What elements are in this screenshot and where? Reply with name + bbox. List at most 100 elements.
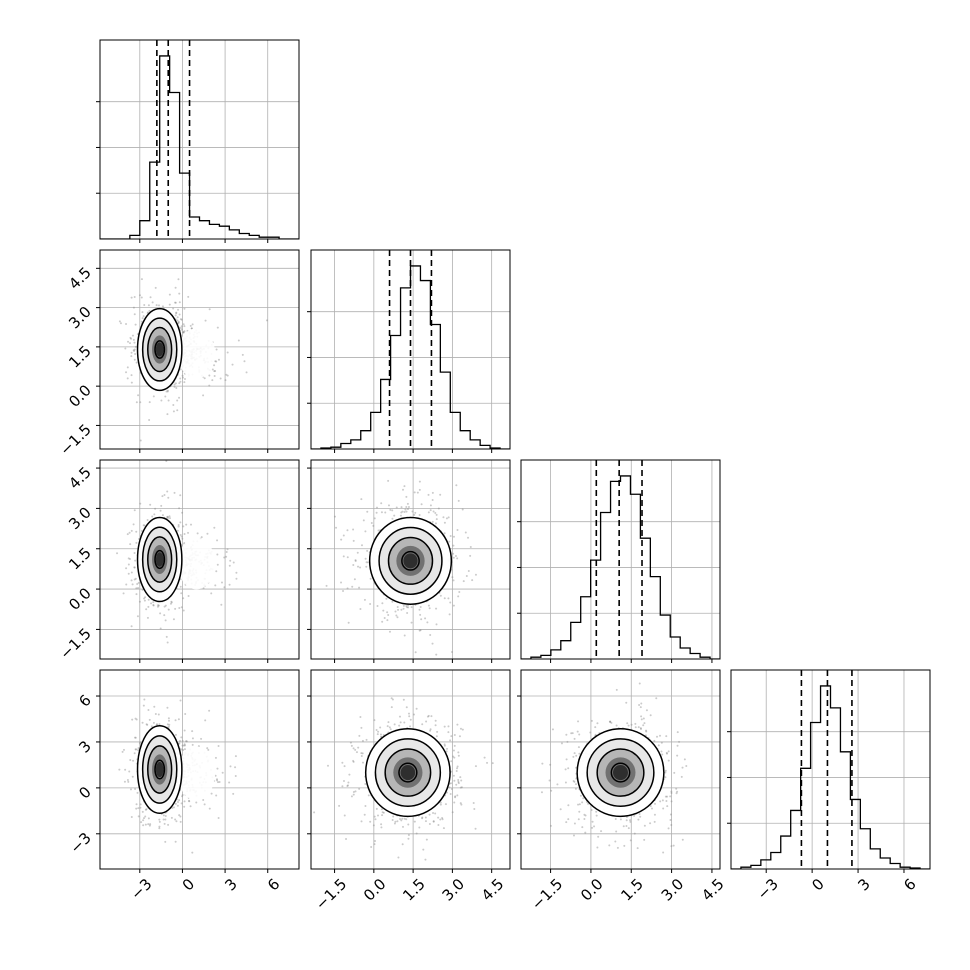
scatter-point <box>182 331 185 334</box>
panel-frame <box>310 249 511 450</box>
scatter-point <box>180 748 183 751</box>
scatter-point <box>459 786 462 789</box>
scatter-point <box>577 720 580 723</box>
scatter-point <box>366 549 369 552</box>
scatter-point <box>383 617 386 620</box>
scatter-point <box>176 804 179 807</box>
scatter-point <box>429 729 432 732</box>
scatter-point <box>179 585 182 588</box>
scatter-point <box>345 837 348 840</box>
density-contour <box>154 549 166 570</box>
panel-frame <box>730 669 931 870</box>
scatter-point <box>455 484 458 487</box>
scatter-point <box>179 318 182 321</box>
scatter-point <box>401 825 404 828</box>
scatter-point <box>364 530 367 533</box>
scatter-point <box>116 552 119 555</box>
scatter-point <box>464 531 467 534</box>
scatter-point <box>139 401 142 404</box>
scatter-point <box>160 504 163 507</box>
scatter-point <box>452 579 455 582</box>
scatter-point <box>130 381 133 384</box>
scatter-point <box>364 557 367 560</box>
scatter-point <box>459 802 462 805</box>
scatter-point <box>431 520 434 523</box>
scatter-point <box>173 383 176 386</box>
scatter-point <box>415 832 418 835</box>
scatter-point <box>265 319 268 322</box>
histogram-panel-1 <box>307 249 511 453</box>
scatter-point <box>183 748 186 751</box>
scatter-point <box>142 704 145 707</box>
scatter-point <box>207 748 210 751</box>
scatter-point <box>638 704 641 707</box>
scatter-point <box>203 377 206 380</box>
scatter-point <box>370 521 373 524</box>
scatter-point <box>182 525 185 528</box>
scatter-point <box>138 294 141 297</box>
scatter-point <box>150 602 153 605</box>
scatter-point <box>235 577 238 580</box>
scatter-point <box>386 619 389 622</box>
scatter-point <box>179 377 182 380</box>
scatter-point <box>578 803 581 806</box>
scatter-point <box>388 726 391 729</box>
scatter-point <box>565 821 568 824</box>
scatter-point <box>572 834 575 837</box>
scatter-point <box>670 790 673 793</box>
scatter-point <box>392 815 395 818</box>
scatter-point <box>158 723 161 726</box>
scatter-point <box>133 551 136 554</box>
scatter-point <box>175 311 178 314</box>
scatter-point <box>567 767 570 770</box>
scatter-point <box>400 511 403 514</box>
scatter-point <box>152 603 155 606</box>
scatter-point <box>140 529 143 532</box>
scatter-point <box>381 602 384 605</box>
scatter-point <box>456 765 459 768</box>
scatter-point <box>190 523 193 526</box>
scatter-point <box>453 756 456 759</box>
scatter-point <box>159 627 162 630</box>
scatter-point <box>448 613 451 616</box>
scatter-point <box>362 519 365 522</box>
scatter-point <box>680 775 683 778</box>
scatter-point <box>578 752 581 755</box>
scatter-point <box>148 401 151 404</box>
scatter-point <box>450 760 453 763</box>
scatter-point <box>135 807 138 810</box>
scatter-point <box>404 508 407 511</box>
scatter-point <box>133 752 136 755</box>
scatter-point <box>403 510 406 513</box>
scatter-point <box>591 826 594 829</box>
scatter-point <box>436 730 439 733</box>
scatter-point <box>486 761 489 764</box>
scatter-point <box>225 551 228 554</box>
scatter-point <box>397 856 400 859</box>
scatter-point <box>343 814 346 817</box>
scatter-point <box>351 585 354 588</box>
scatter-point <box>402 604 405 607</box>
scatter-point <box>352 528 355 531</box>
scatter-point <box>653 739 656 742</box>
scatter-point <box>435 513 438 516</box>
scatter-point <box>664 776 667 779</box>
scatter-point <box>387 721 390 724</box>
scatter-point <box>483 756 486 759</box>
scatter-point <box>119 322 122 325</box>
histogram-step-line <box>731 685 930 869</box>
scatter-point <box>175 312 178 315</box>
scatter-point <box>204 319 207 322</box>
scatter-point <box>139 806 142 809</box>
scatter-point <box>183 800 186 803</box>
scatter-point <box>583 813 586 816</box>
scatter-point <box>425 720 428 723</box>
scatter-point <box>454 796 457 799</box>
scatter-point <box>184 377 187 380</box>
scatter-point <box>594 733 597 736</box>
scatter-point <box>152 604 155 607</box>
scatter-point <box>181 374 184 377</box>
scatter-point <box>407 712 410 715</box>
scatter-point <box>135 803 138 806</box>
scatter-point <box>360 820 363 823</box>
